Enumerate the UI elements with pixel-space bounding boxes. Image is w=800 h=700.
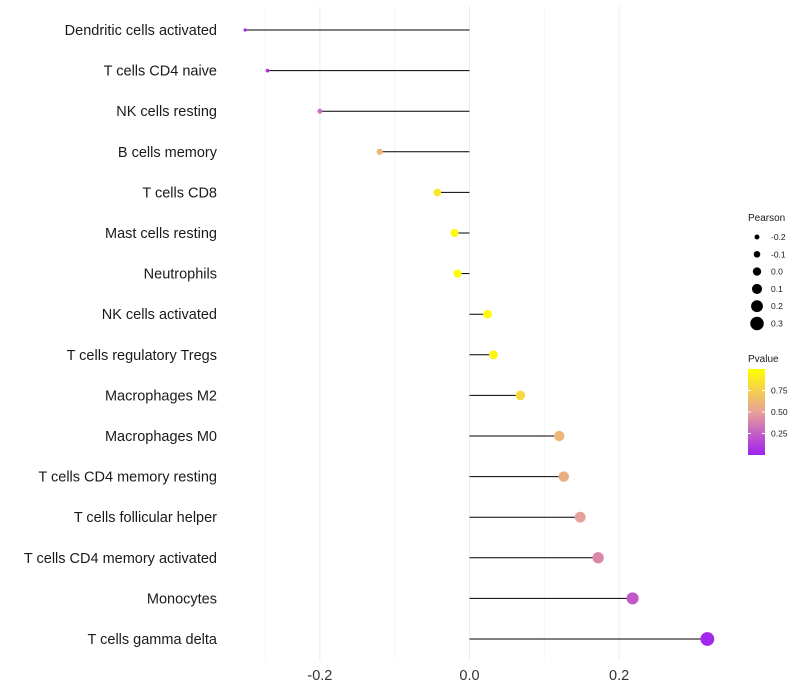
lollipop-point	[483, 309, 492, 319]
size-legend: Pearson -0.2 -0.1 0.0 0.1 0.2 0.3	[748, 213, 786, 331]
category-label: T cells gamma delta	[88, 632, 218, 648]
size-legend-key	[751, 283, 763, 294]
size-legend-label: -0.1	[771, 249, 786, 259]
category-label: T cells CD8	[142, 185, 217, 201]
stems	[245, 29, 708, 640]
category-label: T cells CD4 memory resting	[38, 470, 217, 486]
lollipop-point	[626, 592, 639, 605]
category-label: Dendritic cells activated	[65, 23, 217, 39]
lollipop-point	[433, 188, 442, 197]
category-label: NK cells resting	[116, 104, 217, 120]
category-label: T cells CD4 memory activated	[24, 551, 217, 567]
size-legend-key	[750, 316, 764, 331]
color-legend-title: Pvalue	[748, 354, 779, 365]
category-label: Mast cells resting	[105, 226, 217, 242]
size-legend-key	[753, 250, 761, 258]
color-legend: Pvalue 0.25 0.50 0.75	[748, 354, 788, 455]
lollipop-point	[450, 228, 459, 238]
size-legend-key	[752, 267, 762, 276]
lollipop-point	[376, 148, 383, 155]
category-label: T cells CD4 naive	[104, 64, 217, 80]
category-label: Macrophages M0	[105, 429, 217, 445]
x-tick-label: 0.0	[459, 668, 479, 684]
size-legend-label: 0.3	[771, 319, 783, 329]
pvalue-colorbar	[748, 369, 765, 455]
size-legend-label: 0.1	[771, 284, 783, 294]
lollipop-point	[554, 430, 565, 442]
category-label: B cells memory	[118, 145, 218, 161]
lollipop-point	[488, 350, 498, 360]
lollipop-point	[700, 632, 715, 646]
category-label: T cells follicular helper	[74, 510, 217, 526]
lollipop-point	[317, 108, 323, 114]
lollipop-point	[574, 511, 586, 523]
category-label: Macrophages M2	[105, 388, 217, 404]
size-legend-key	[754, 234, 760, 240]
x-tick-label: 0.2	[609, 668, 629, 684]
size-legend-key	[751, 300, 763, 313]
points	[243, 28, 715, 646]
lollipop-point	[265, 68, 270, 73]
category-label: NK cells activated	[102, 307, 217, 323]
size-legend-title: Pearson	[748, 213, 785, 224]
lollipop-point	[243, 28, 247, 32]
category-labels: Dendritic cells activated T cells CD4 nai…	[24, 23, 218, 648]
x-axis-ticks: -0.2 0.0 0.2	[307, 668, 629, 684]
size-legend-label: 0.2	[771, 301, 783, 311]
grid-lines	[264, 6, 620, 660]
size-legend-label: 0.0	[771, 267, 783, 277]
lollipop-point	[558, 471, 570, 482]
color-legend-label: 0.50	[771, 407, 788, 417]
color-legend-label: 0.25	[771, 429, 788, 439]
category-label: Monocytes	[147, 591, 217, 607]
color-legend-label: 0.75	[771, 386, 788, 396]
category-label: Neutrophils	[144, 267, 217, 283]
x-tick-label: -0.2	[307, 668, 332, 684]
lollipop-point	[453, 269, 462, 278]
lollipop-point	[592, 552, 604, 564]
size-legend-label: -0.2	[771, 232, 786, 242]
category-label: T cells regulatory Tregs	[67, 348, 217, 364]
lollipop-point	[515, 390, 526, 401]
